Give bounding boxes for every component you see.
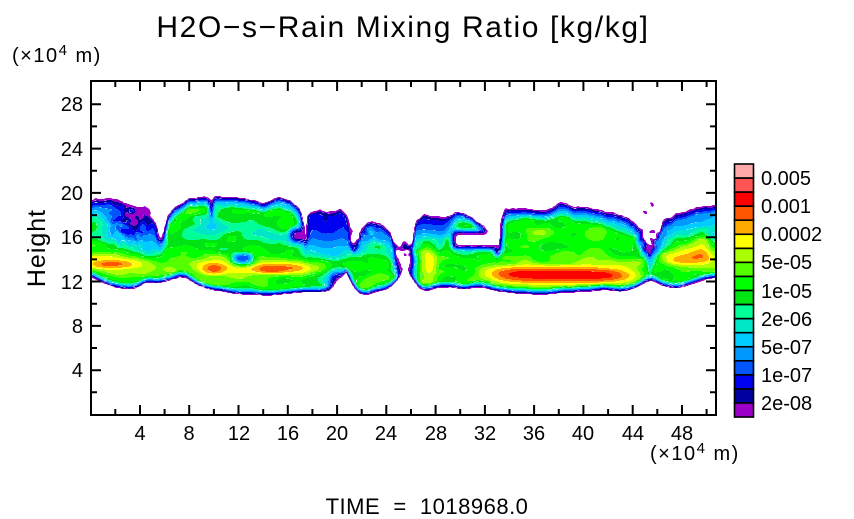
- svg-text:0.0002: 0.0002: [761, 224, 822, 246]
- svg-text:1e-05: 1e-05: [761, 281, 812, 303]
- svg-text:32: 32: [474, 423, 496, 445]
- svg-text:0.005: 0.005: [761, 168, 811, 190]
- svg-text:4: 4: [134, 423, 145, 445]
- svg-text:44: 44: [622, 423, 644, 445]
- svg-text:Height: Height: [23, 209, 51, 287]
- svg-text:16: 16: [277, 423, 299, 445]
- svg-text:16: 16: [61, 227, 83, 249]
- svg-text:48: 48: [671, 423, 693, 445]
- svg-text:20: 20: [326, 423, 348, 445]
- svg-text:1e-07: 1e-07: [761, 365, 812, 387]
- svg-text:20: 20: [61, 183, 83, 205]
- svg-text:36: 36: [523, 423, 545, 445]
- svg-text:TIME = 1018968.0: TIME = 1018968.0: [326, 494, 529, 519]
- svg-text:24: 24: [61, 139, 83, 161]
- svg-text:28: 28: [61, 94, 83, 116]
- svg-text:2e-06: 2e-06: [761, 309, 812, 331]
- svg-text:H2O−s−Rain Mixing Ratio [kg/kg: H2O−s−Rain Mixing Ratio [kg/kg]: [156, 11, 649, 44]
- svg-text:(×104 m): (×104 m): [12, 42, 102, 67]
- svg-text:40: 40: [572, 423, 594, 445]
- svg-text:(×104 m): (×104 m): [650, 440, 740, 465]
- svg-text:28: 28: [425, 423, 447, 445]
- svg-text:8: 8: [72, 316, 83, 338]
- svg-text:8: 8: [183, 423, 194, 445]
- svg-text:5e-07: 5e-07: [761, 337, 812, 359]
- svg-text:12: 12: [228, 423, 250, 445]
- svg-text:2e-08: 2e-08: [761, 393, 812, 415]
- svg-text:5e-05: 5e-05: [761, 252, 812, 274]
- svg-text:4: 4: [72, 360, 83, 382]
- svg-text:0.001: 0.001: [761, 196, 811, 218]
- svg-text:24: 24: [375, 423, 397, 445]
- svg-text:12: 12: [61, 272, 83, 294]
